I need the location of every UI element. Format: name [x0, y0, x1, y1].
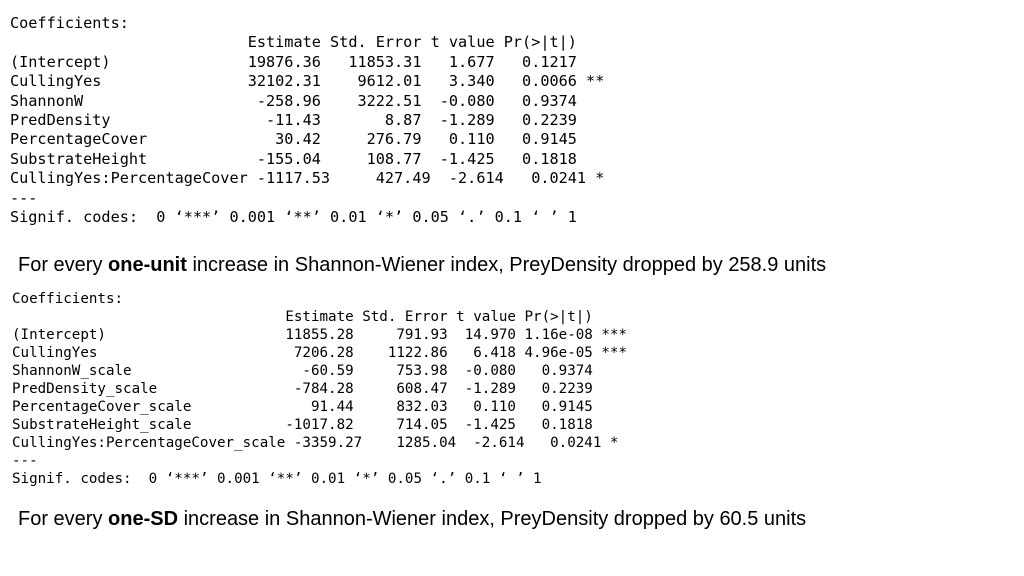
coefficients-title: Coefficients: — [12, 291, 124, 307]
coefficient-row: PercentageCover 30.42 276.79 0.110 0.914… — [10, 130, 605, 149]
regression-output-scaled: Coefficients: Estimate Std. Error t valu… — [12, 290, 636, 488]
coefficient-row: (Intercept) 19876.36 11853.31 1.677 0.12… — [10, 52, 605, 71]
caption-text: For every — [18, 508, 109, 530]
signif-codes: Signif. codes: 0 ‘***’ 0.001 ‘**’ 0.01 ‘… — [12, 471, 542, 487]
regression-output-unscaled: Coefficients: Estimate Std. Error t valu… — [10, 14, 613, 227]
caption-text: increase in Shannon-Wiener index, PreyDe… — [186, 254, 827, 276]
coefficient-row: CullingYes 32102.31 9612.01 3.340 0.0066… — [10, 72, 605, 91]
separator-line: --- — [12, 453, 38, 469]
coefficient-row: CullingYes:PercentageCover -1117.53 427.… — [10, 169, 614, 188]
coefficient-row: ShannonW_scale -60.59 753.98 -0.080 0.93… — [12, 363, 627, 379]
caption-emphasis: one-unit — [108, 254, 187, 276]
coefficients-header: Estimate Std. Error t value Pr(>|t|) — [10, 33, 605, 52]
coefficient-row: SubstrateHeight_scale -1017.82 714.05 -1… — [12, 417, 627, 433]
coefficient-row: PredDensity_scale -784.28 608.47 -1.289 … — [12, 381, 627, 397]
coefficient-row: CullingYes:PercentageCover_scale -3359.2… — [12, 435, 636, 451]
coefficient-row: ShannonW -258.96 3222.51 -0.080 0.9374 — [10, 91, 605, 110]
coefficient-row: CullingYes 7206.28 1122.86 6.418 4.96e-0… — [12, 345, 627, 361]
coefficient-row: PredDensity -11.43 8.87 -1.289 0.2239 — [10, 111, 605, 130]
interpretation-caption-unit: For every one-unit increase in Shannon-W… — [18, 253, 826, 277]
coefficient-row: PercentageCover_scale 91.44 832.03 0.110… — [12, 399, 627, 415]
caption-emphasis: one-SD — [108, 508, 179, 530]
coefficient-row: SubstrateHeight -155.04 108.77 -1.425 0.… — [10, 149, 605, 168]
interpretation-caption-sd: For every one-SD increase in Shannon-Wie… — [18, 507, 806, 531]
caption-text: For every — [18, 254, 109, 276]
caption-text: increase in Shannon-Wiener index, PreyDe… — [178, 508, 807, 530]
separator-line: --- — [10, 188, 38, 207]
coefficients-header: Estimate Std. Error t value Pr(>|t|) — [12, 309, 627, 325]
coefficients-title: Coefficients: — [10, 14, 129, 32]
coefficient-row: (Intercept) 11855.28 791.93 14.970 1.16e… — [12, 327, 627, 343]
signif-codes: Signif. codes: 0 ‘***’ 0.001 ‘**’ 0.01 ‘… — [10, 208, 577, 227]
